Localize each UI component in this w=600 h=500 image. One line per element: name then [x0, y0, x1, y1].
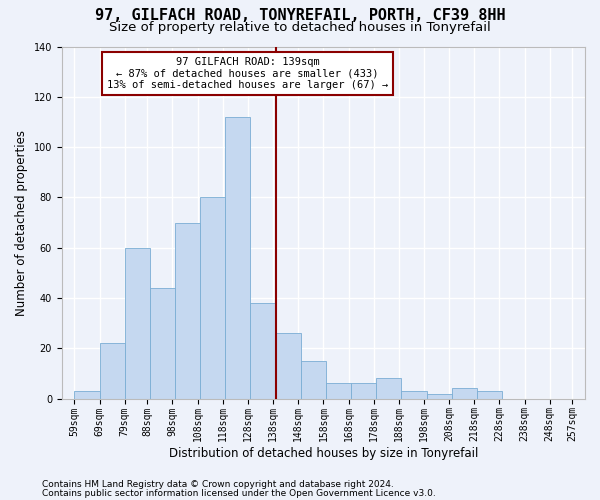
- Bar: [427, 394, 452, 398]
- Text: Size of property relative to detached houses in Tonyrefail: Size of property relative to detached ho…: [109, 21, 491, 34]
- X-axis label: Distribution of detached houses by size in Tonyrefail: Distribution of detached houses by size …: [169, 447, 478, 460]
- Y-axis label: Number of detached properties: Number of detached properties: [15, 130, 28, 316]
- Bar: [275, 333, 301, 398]
- Bar: [125, 248, 150, 398]
- Bar: [351, 384, 376, 398]
- Bar: [225, 117, 250, 398]
- Text: 97, GILFACH ROAD, TONYREFAIL, PORTH, CF39 8HH: 97, GILFACH ROAD, TONYREFAIL, PORTH, CF3…: [95, 8, 505, 22]
- Bar: [452, 388, 477, 398]
- Bar: [301, 361, 326, 399]
- Text: Contains public sector information licensed under the Open Government Licence v3: Contains public sector information licen…: [42, 490, 436, 498]
- Bar: [477, 391, 502, 398]
- Bar: [100, 343, 125, 398]
- Bar: [326, 384, 351, 398]
- Bar: [175, 222, 200, 398]
- Bar: [200, 198, 225, 398]
- Text: Contains HM Land Registry data © Crown copyright and database right 2024.: Contains HM Land Registry data © Crown c…: [42, 480, 394, 489]
- Bar: [401, 391, 427, 398]
- Bar: [150, 288, 175, 399]
- Bar: [74, 391, 100, 398]
- Text: 97 GILFACH ROAD: 139sqm
← 87% of detached houses are smaller (433)
13% of semi-d: 97 GILFACH ROAD: 139sqm ← 87% of detache…: [107, 57, 388, 90]
- Bar: [376, 378, 401, 398]
- Bar: [250, 303, 275, 398]
